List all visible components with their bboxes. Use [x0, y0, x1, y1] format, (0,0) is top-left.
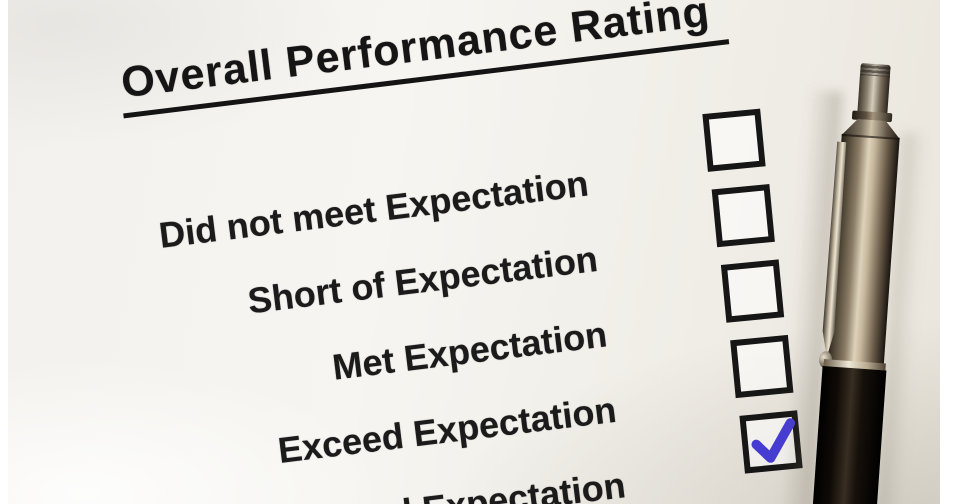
white-margin-right [940, 0, 960, 504]
checkmark-path [751, 418, 796, 463]
checkbox-short-of[interactable] [711, 183, 775, 248]
pen [776, 58, 929, 504]
pen-push-button [857, 74, 890, 115]
pen-black-grip [809, 366, 887, 504]
rating-form: Overall Performance Rating Did not meet … [20, 0, 870, 504]
white-margin-left [0, 0, 8, 504]
checkbox-far-exceed[interactable] [739, 410, 803, 474]
checkbox-did-not-meet[interactable] [702, 108, 766, 172]
checkmark-icon [751, 418, 796, 463]
checkbox-exceed[interactable] [730, 334, 794, 399]
checkbox-met[interactable] [720, 259, 785, 323]
